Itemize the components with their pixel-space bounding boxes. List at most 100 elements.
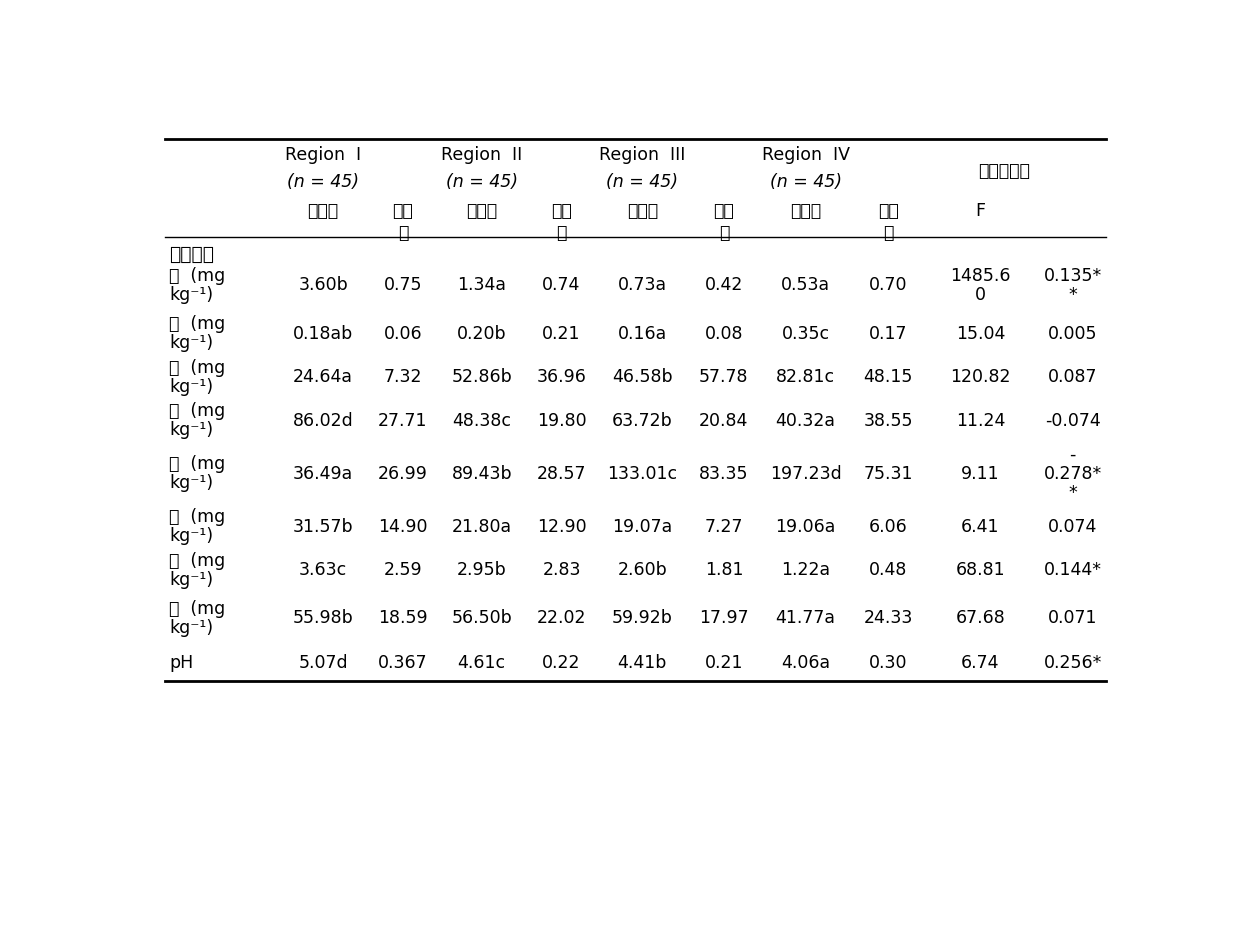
Text: 12.90: 12.90 [537, 517, 587, 535]
Text: 9.11: 9.11 [961, 464, 999, 482]
Text: 7.27: 7.27 [704, 517, 743, 535]
Text: 铜  (mg: 铜 (mg [170, 267, 226, 285]
Text: 锴  (mg: 锴 (mg [170, 359, 226, 377]
Text: 89.43b: 89.43b [451, 464, 512, 482]
Text: Region  II: Region II [441, 147, 522, 165]
Text: 18.59: 18.59 [378, 609, 428, 627]
Text: kg⁻¹): kg⁻¹) [170, 570, 213, 588]
Text: 0.70: 0.70 [869, 276, 908, 294]
Text: 17.97: 17.97 [699, 609, 749, 627]
Text: 0.30: 0.30 [869, 654, 908, 672]
Text: 0.21: 0.21 [542, 324, 580, 342]
Text: 0.135*: 0.135* [1044, 267, 1102, 285]
Text: 平均値: 平均値 [466, 202, 497, 220]
Text: 0.144*: 0.144* [1044, 561, 1102, 579]
Text: 0.73a: 0.73a [618, 276, 667, 294]
Text: (n = 45): (n = 45) [288, 173, 360, 191]
Text: 52.86b: 52.86b [451, 368, 512, 386]
Text: 68.81: 68.81 [956, 561, 1006, 579]
Text: 0.21: 0.21 [704, 654, 743, 672]
Text: 土壤指标: 土壤指标 [170, 245, 215, 264]
Text: 4.61c: 4.61c [458, 654, 506, 672]
Text: 38.55: 38.55 [863, 412, 913, 429]
Text: Region  I: Region I [285, 147, 361, 165]
Text: 硟  (mg: 硟 (mg [170, 315, 226, 333]
Text: 硫  (mg: 硫 (mg [170, 508, 226, 526]
Text: 0.16a: 0.16a [618, 324, 667, 342]
Text: 0.06: 0.06 [383, 324, 423, 342]
Text: 标准: 标准 [393, 202, 413, 220]
Text: -0.074: -0.074 [1045, 412, 1101, 429]
Text: 0.005: 0.005 [1048, 324, 1097, 342]
Text: 36.96: 36.96 [537, 368, 587, 386]
Text: 24.64a: 24.64a [293, 368, 353, 386]
Text: 0.53a: 0.53a [781, 276, 830, 294]
Text: 差: 差 [557, 224, 567, 242]
Text: 20.84: 20.84 [699, 412, 749, 429]
Text: 6.06: 6.06 [869, 517, 908, 535]
Text: 15.04: 15.04 [956, 324, 1006, 342]
Text: (n = 45): (n = 45) [770, 173, 842, 191]
Text: 5.07d: 5.07d [299, 654, 348, 672]
Text: 标准: 标准 [878, 202, 899, 220]
Text: 133.01c: 133.01c [608, 464, 677, 482]
Text: 0.08: 0.08 [704, 324, 743, 342]
Text: *: * [1069, 286, 1078, 304]
Text: 14.90: 14.90 [378, 517, 428, 535]
Text: 1.81: 1.81 [704, 561, 743, 579]
Text: 48.15: 48.15 [863, 368, 913, 386]
Text: 镁  (mg: 镁 (mg [170, 600, 226, 618]
Text: kg⁻¹): kg⁻¹) [170, 527, 213, 545]
Text: 19.06a: 19.06a [775, 517, 836, 535]
Text: 2.60b: 2.60b [618, 561, 667, 579]
Text: pH: pH [170, 654, 193, 672]
Text: 24.33: 24.33 [863, 609, 913, 627]
Text: 48.38c: 48.38c [453, 412, 511, 429]
Text: 59.92b: 59.92b [611, 609, 672, 627]
Text: 4.41b: 4.41b [618, 654, 667, 672]
Text: 120.82: 120.82 [950, 368, 1011, 386]
Text: 7.32: 7.32 [383, 368, 422, 386]
Text: 2.83: 2.83 [542, 561, 580, 579]
Text: 2.95b: 2.95b [456, 561, 507, 579]
Text: 平均値: 平均値 [790, 202, 821, 220]
Text: 40.32a: 40.32a [775, 412, 836, 429]
Text: 67.68: 67.68 [956, 609, 1006, 627]
Text: 26.99: 26.99 [378, 464, 428, 482]
Text: 2.59: 2.59 [383, 561, 423, 579]
Text: 差: 差 [398, 224, 408, 242]
Text: kg⁻¹): kg⁻¹) [170, 619, 213, 637]
Text: 0.20b: 0.20b [456, 324, 507, 342]
Text: 3.60b: 3.60b [299, 276, 348, 294]
Text: 偏相关系数: 偏相关系数 [977, 163, 1029, 181]
Text: 锥  (mg: 锥 (mg [170, 552, 226, 569]
Text: 0.75: 0.75 [383, 276, 422, 294]
Text: 28.57: 28.57 [537, 464, 587, 482]
Text: F: F [976, 202, 986, 220]
Text: 57.78: 57.78 [699, 368, 749, 386]
Text: Region  IV: Region IV [761, 147, 849, 165]
Text: 36.49a: 36.49a [293, 464, 353, 482]
Text: 27.71: 27.71 [378, 412, 428, 429]
Text: 55.98b: 55.98b [293, 609, 353, 627]
Text: kg⁻¹): kg⁻¹) [170, 421, 213, 439]
Text: 1.22a: 1.22a [781, 561, 830, 579]
Text: 19.80: 19.80 [537, 412, 587, 429]
Text: 1.34a: 1.34a [458, 276, 506, 294]
Text: 197.23d: 197.23d [770, 464, 842, 482]
Text: 22.02: 22.02 [537, 609, 587, 627]
Text: 0.087: 0.087 [1048, 368, 1097, 386]
Text: 83.35: 83.35 [699, 464, 749, 482]
Text: 0.071: 0.071 [1048, 609, 1097, 627]
Text: 0.74: 0.74 [542, 276, 580, 294]
Text: 0.074: 0.074 [1048, 517, 1097, 535]
Text: kg⁻¹): kg⁻¹) [170, 474, 213, 492]
Text: 82.81c: 82.81c [776, 368, 836, 386]
Text: 差: 差 [883, 224, 894, 242]
Text: 钓  (mg: 钓 (mg [170, 455, 226, 473]
Text: 铁  (mg: 铁 (mg [170, 402, 226, 420]
Text: 4.06a: 4.06a [781, 654, 830, 672]
Text: 11.24: 11.24 [956, 412, 1006, 429]
Text: 平均値: 平均値 [308, 202, 339, 220]
Text: 0.256*: 0.256* [1044, 654, 1102, 672]
